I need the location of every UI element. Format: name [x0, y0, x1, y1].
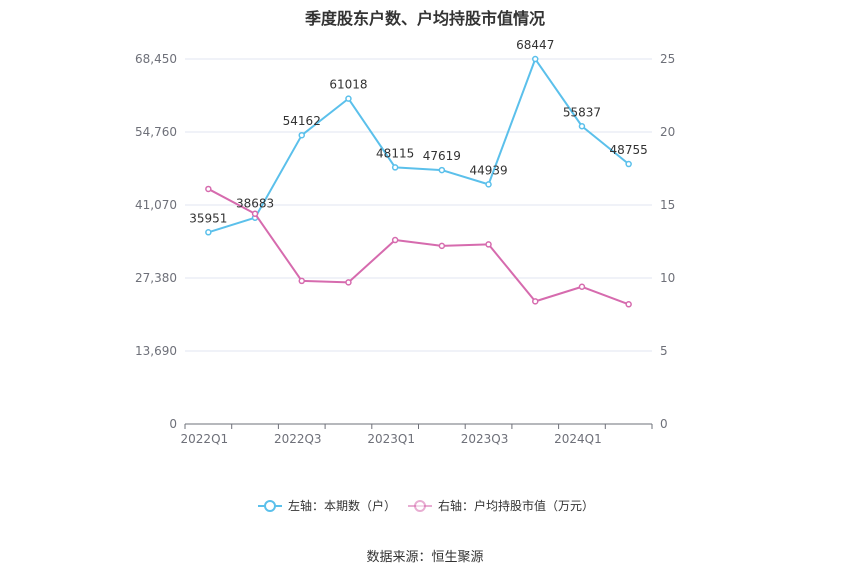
- series-point: [438, 166, 446, 174]
- series-point: [345, 279, 352, 286]
- series-point: [205, 229, 212, 236]
- data-label: 48755: [610, 143, 648, 157]
- x-tick-label: 2022Q3: [274, 432, 322, 446]
- right-tick-label: 10: [660, 271, 675, 285]
- axes: 013,69027,38041,07054,76068,450051015202…: [135, 52, 675, 446]
- series-point: [391, 236, 399, 244]
- series-point: [625, 160, 632, 168]
- series-point: [205, 185, 212, 193]
- series-point: [345, 95, 352, 102]
- right-tick-label: 0: [660, 417, 668, 431]
- series-point: [298, 131, 305, 139]
- series-point: [578, 123, 586, 130]
- chart-title: 季度股东户数、户均持股市值情况: [304, 9, 545, 28]
- left-tick-label: 54,760: [135, 125, 177, 139]
- series-point: [251, 210, 259, 218]
- data-label: 35951: [189, 211, 227, 225]
- right-tick-label: 20: [660, 125, 675, 139]
- series-point: [485, 181, 492, 188]
- x-tick-label: 2023Q1: [367, 432, 415, 446]
- series-point: [391, 164, 399, 171]
- series-point: [532, 298, 539, 305]
- series-point: [625, 301, 632, 308]
- series-layer: [205, 55, 632, 308]
- data-label: 54162: [283, 114, 321, 128]
- left-series-line: [208, 58, 630, 234]
- series-point: [438, 242, 446, 250]
- data-source: 数据来源：恒生聚源: [366, 550, 484, 565]
- left-tick-label: 13,690: [135, 344, 177, 358]
- data-label: 48115: [376, 146, 414, 160]
- data-label: 47619: [423, 149, 461, 163]
- right-tick-label: 15: [660, 198, 675, 212]
- data-label: 61018: [329, 78, 367, 92]
- right-series-line: [207, 188, 630, 306]
- legend-label: 右轴：户均持股市值（万元）: [438, 498, 594, 513]
- series-point: [298, 277, 305, 285]
- data-label: 38683: [236, 197, 274, 211]
- data-label: 68447: [516, 38, 554, 52]
- legend-marker: [264, 500, 276, 512]
- data-label: 55837: [563, 105, 601, 119]
- data-label: 44939: [469, 163, 507, 177]
- right-tick-label: 5: [660, 344, 668, 358]
- left-tick-label: 0: [169, 417, 177, 431]
- x-tick-label: 2022Q1: [181, 432, 229, 446]
- legend[interactable]: 左轴：本期数（户） 右轴：户均持股市值（万元）: [258, 498, 594, 513]
- legend-marker: [414, 500, 426, 512]
- x-tick-label: 2024Q1: [554, 432, 602, 446]
- left-tick-label: 27,380: [135, 271, 177, 285]
- series-point: [532, 55, 539, 63]
- left-tick-label: 41,070: [135, 198, 177, 212]
- data-labels: 35951 38683 54162 61018 48115 47619 44939 68447…: [189, 38, 647, 225]
- series-point: [578, 283, 586, 291]
- left-tick-label: 68,450: [135, 52, 177, 66]
- series-point: [485, 241, 492, 248]
- right-tick-label: 25: [660, 52, 675, 66]
- legend-label: 左轴：本期数（户）: [288, 498, 396, 513]
- x-tick-label: 2023Q3: [461, 432, 509, 446]
